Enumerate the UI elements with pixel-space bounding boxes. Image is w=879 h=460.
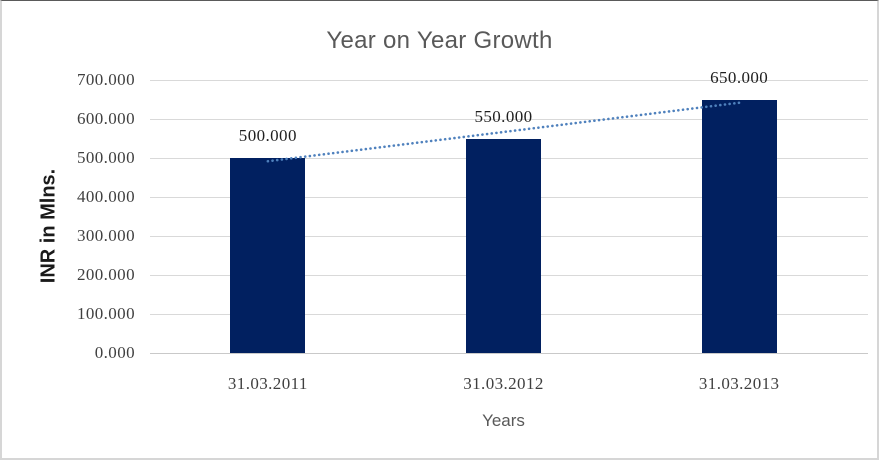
chart-title: Year on Year Growth — [326, 27, 553, 54]
gridline — [150, 119, 868, 120]
y-tick-label: 200.000 — [76, 265, 135, 284]
x-tick-label: 31.03.2012 — [463, 374, 544, 393]
x-axis-title: Years — [482, 411, 525, 430]
x-axis-line — [150, 353, 868, 354]
plot-area: 500.000 550.000 650.000 — [150, 68, 868, 354]
y-tick-label: 700.000 — [76, 70, 135, 89]
y-tick-label: 300.000 — [76, 226, 135, 245]
data-label: 550.000 — [474, 106, 533, 126]
y-tick-label: 100.000 — [76, 304, 135, 323]
y-tick-label: 0.000 — [94, 343, 135, 362]
bar-31.03.2012 — [466, 138, 541, 353]
trendline-path — [266, 101, 741, 163]
bar-31.03.2011 — [230, 158, 306, 353]
y-tick-label: 400.000 — [76, 187, 135, 206]
data-label: 500.000 — [238, 126, 297, 145]
x-tick-label: 31.03.2013 — [698, 374, 780, 393]
data-label: 650.000 — [710, 67, 769, 87]
x-tick-label: 31.03.2011 — [227, 374, 308, 393]
trendline — [266, 101, 741, 163]
gridline — [150, 80, 868, 81]
y-tick-label: 600.000 — [76, 109, 135, 128]
y-tick-label: 500.000 — [76, 148, 135, 167]
bar-31.03.2013 — [701, 99, 777, 353]
